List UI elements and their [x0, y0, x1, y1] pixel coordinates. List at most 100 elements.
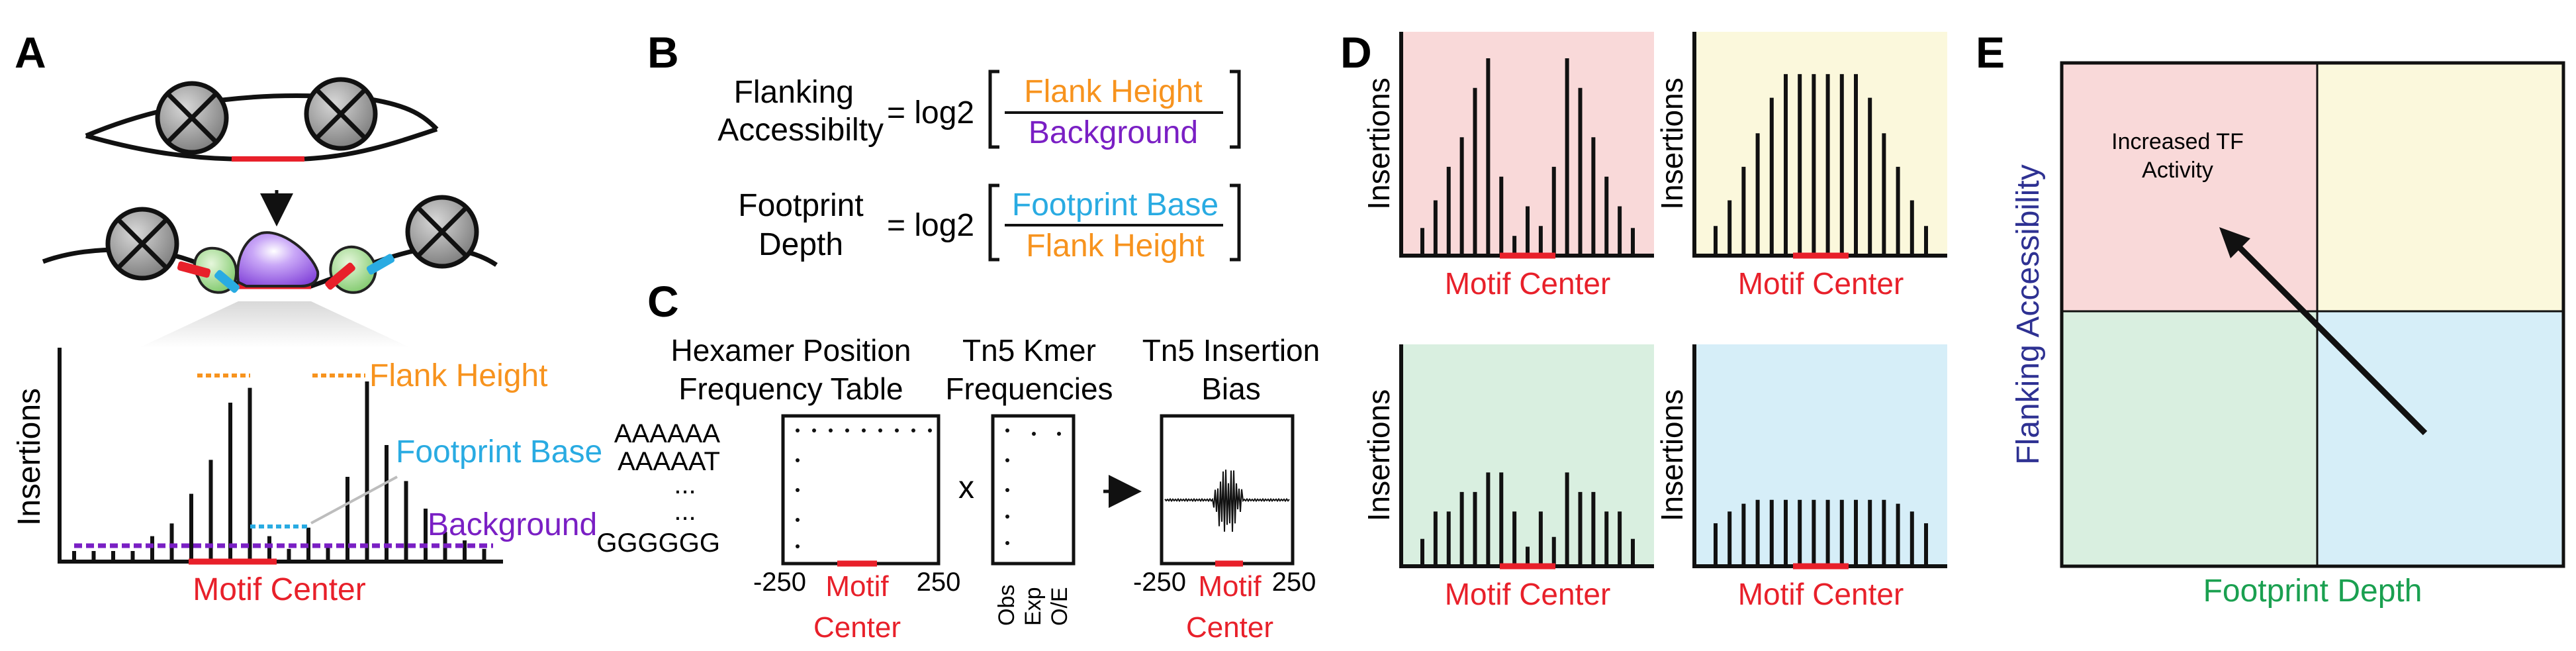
- bracket-right-1: [1230, 70, 1241, 149]
- quadrant-top-right: [2317, 63, 2563, 311]
- plot-background: [1694, 32, 1947, 256]
- nucleosome-icon: [405, 195, 479, 269]
- bias-trace: [1164, 470, 1290, 532]
- numerator-flank-height: Flank Height: [1024, 74, 1202, 109]
- log2-equals-1: = log2: [887, 95, 974, 130]
- kmer-col-oe: O/E: [1047, 587, 1072, 626]
- tn5-transposase-icon: [177, 246, 240, 294]
- dna-strand-top-lower: [85, 126, 438, 162]
- panel-d-plot: Insertions Motif Center: [1361, 32, 1654, 301]
- plot-axes: [1399, 344, 1654, 568]
- plot-y-label: Insertions: [1361, 77, 1396, 209]
- annotation-line2: Activity: [2142, 158, 2213, 183]
- annotation-line1: Increased TF: [2111, 129, 2244, 154]
- nucleosome-icon: [105, 207, 179, 281]
- bracket-left-2: [988, 183, 999, 262]
- plot-y-label: Insertions: [1361, 389, 1396, 521]
- footprint-label-line1: Footprint: [738, 188, 863, 223]
- quadrant-bottom-left: [2062, 311, 2317, 566]
- kmer-box: [991, 414, 1076, 566]
- plot-x-label: Motif Center: [1445, 266, 1611, 301]
- panel-label-a: A: [15, 28, 46, 77]
- seq-ellipsis-2: ...: [674, 497, 696, 526]
- bias-axis-pos250: 250: [1272, 568, 1316, 597]
- quadrant-frame: [2060, 61, 2565, 568]
- nucleosome-icon: [155, 81, 229, 155]
- plot-y-label: Insertions: [1655, 389, 1689, 521]
- plot-axes: [1692, 344, 1947, 568]
- panel-a-bars: [72, 381, 486, 562]
- panel-d-plot: Insertions Motif Center: [1655, 32, 1947, 301]
- seq-ellipsis-1: ...: [674, 470, 696, 499]
- seq-row-1: AAAAAA: [614, 419, 720, 448]
- flanking-label-line1: Flanking: [734, 75, 854, 110]
- bias-title-line2: Bias: [1201, 372, 1260, 406]
- denominator-flank-height: Flank Height: [1026, 228, 1204, 264]
- kmer-col-obs: Obs: [994, 585, 1019, 626]
- hexamer-table-dots: [796, 428, 932, 548]
- plot-background: [1694, 344, 1947, 566]
- panel-a-axes: [58, 348, 503, 564]
- hexamer-axis-center: Center: [813, 611, 901, 644]
- nucleosome-icon: [304, 77, 378, 151]
- bias-box: [1160, 414, 1295, 566]
- background-label: Background: [428, 507, 597, 542]
- flanking-label-line2: Accessibilty: [717, 113, 884, 148]
- panel-a-y-label: Insertions: [12, 388, 47, 526]
- kmer-title-line2: Frequencies: [945, 372, 1113, 406]
- panel-d-plot: Insertions Motif Center: [1655, 344, 1947, 611]
- times-symbol: x: [958, 470, 974, 505]
- panel-label-e: E: [1976, 28, 2005, 77]
- panel-d-plots: Insertions Motif Center Insertions Motif Ce…: [1361, 32, 1947, 611]
- footprint-pointer-line: [310, 476, 398, 525]
- panel-e: E Increased TF Activity Flanking Accessi…: [1976, 28, 2565, 609]
- hexamer-title-line2: Frequency Table: [678, 372, 903, 406]
- log2-equals-2: = log2: [887, 208, 974, 243]
- bias-axis-center: Center: [1186, 611, 1273, 644]
- bias-axis-neg250: -250: [1133, 568, 1186, 597]
- seq-row-last: GGGGGG: [596, 528, 720, 558]
- panel-label-b: B: [647, 28, 679, 77]
- panel-a: A: [12, 28, 602, 607]
- quadrant-top-left: [2062, 63, 2317, 311]
- plot-background: [1401, 344, 1654, 566]
- panel-e-x-label: Footprint Depth: [2203, 574, 2422, 609]
- panel-d-plot: Insertions Motif Center: [1361, 344, 1654, 611]
- plot-axes: [1399, 32, 1654, 258]
- panel-b: B Flanking Accessibilty = log2 Flank Hei…: [647, 28, 1241, 264]
- hexamer-table-box: [781, 414, 941, 566]
- kmer-title-line1: Tn5 Kmer: [962, 333, 1096, 368]
- dna-strand-top: [85, 93, 439, 138]
- kmer-dots: [1005, 428, 1061, 545]
- numerator-footprint-base: Footprint Base: [1012, 187, 1219, 223]
- panel-label-d: D: [1340, 28, 1372, 77]
- bias-title-line1: Tn5 Insertion: [1142, 333, 1320, 368]
- bracket-left-1: [988, 70, 999, 149]
- kmer-col-exp: Exp: [1021, 587, 1046, 626]
- zoom-cone: [139, 301, 410, 348]
- panel-c: C Hexamer Position Frequency Table Tn5 K…: [596, 277, 1320, 644]
- transcription-factor-icon: [236, 231, 320, 287]
- bracket-right-2: [1230, 183, 1241, 262]
- hexamer-axis-pos250: 250: [917, 568, 961, 597]
- footprint-label-line2: Depth: [759, 227, 843, 262]
- plot-x-label: Motif Center: [1445, 577, 1611, 611]
- hexamer-axis-neg250: -250: [753, 568, 806, 597]
- activity-arrow-shaft: [2231, 239, 2428, 436]
- plot-x-label: Motif Center: [1738, 266, 1904, 301]
- hexamer-axis-motif: Motif: [825, 570, 889, 603]
- tn5-transposase-icon: [325, 245, 395, 294]
- panel-label-c: C: [647, 277, 679, 326]
- footprint-base-label: Footprint Base: [396, 434, 602, 470]
- hexamer-title-line1: Hexamer Position: [670, 333, 911, 368]
- panel-e-y-label: Flanking Accessibility: [2011, 164, 2046, 465]
- flank-height-label: Flank Height: [369, 358, 547, 393]
- quadrant-bottom-right: [2317, 311, 2563, 566]
- plot-axes: [1692, 32, 1947, 258]
- plot-y-label: Insertions: [1655, 77, 1689, 209]
- plot-x-label: Motif Center: [1738, 577, 1904, 611]
- panel-a-x-label: Motif Center: [193, 572, 365, 607]
- bias-axis-motif: Motif: [1198, 570, 1262, 603]
- panel-d: D Insertions Motif Center Insertions Motif …: [1340, 28, 1947, 611]
